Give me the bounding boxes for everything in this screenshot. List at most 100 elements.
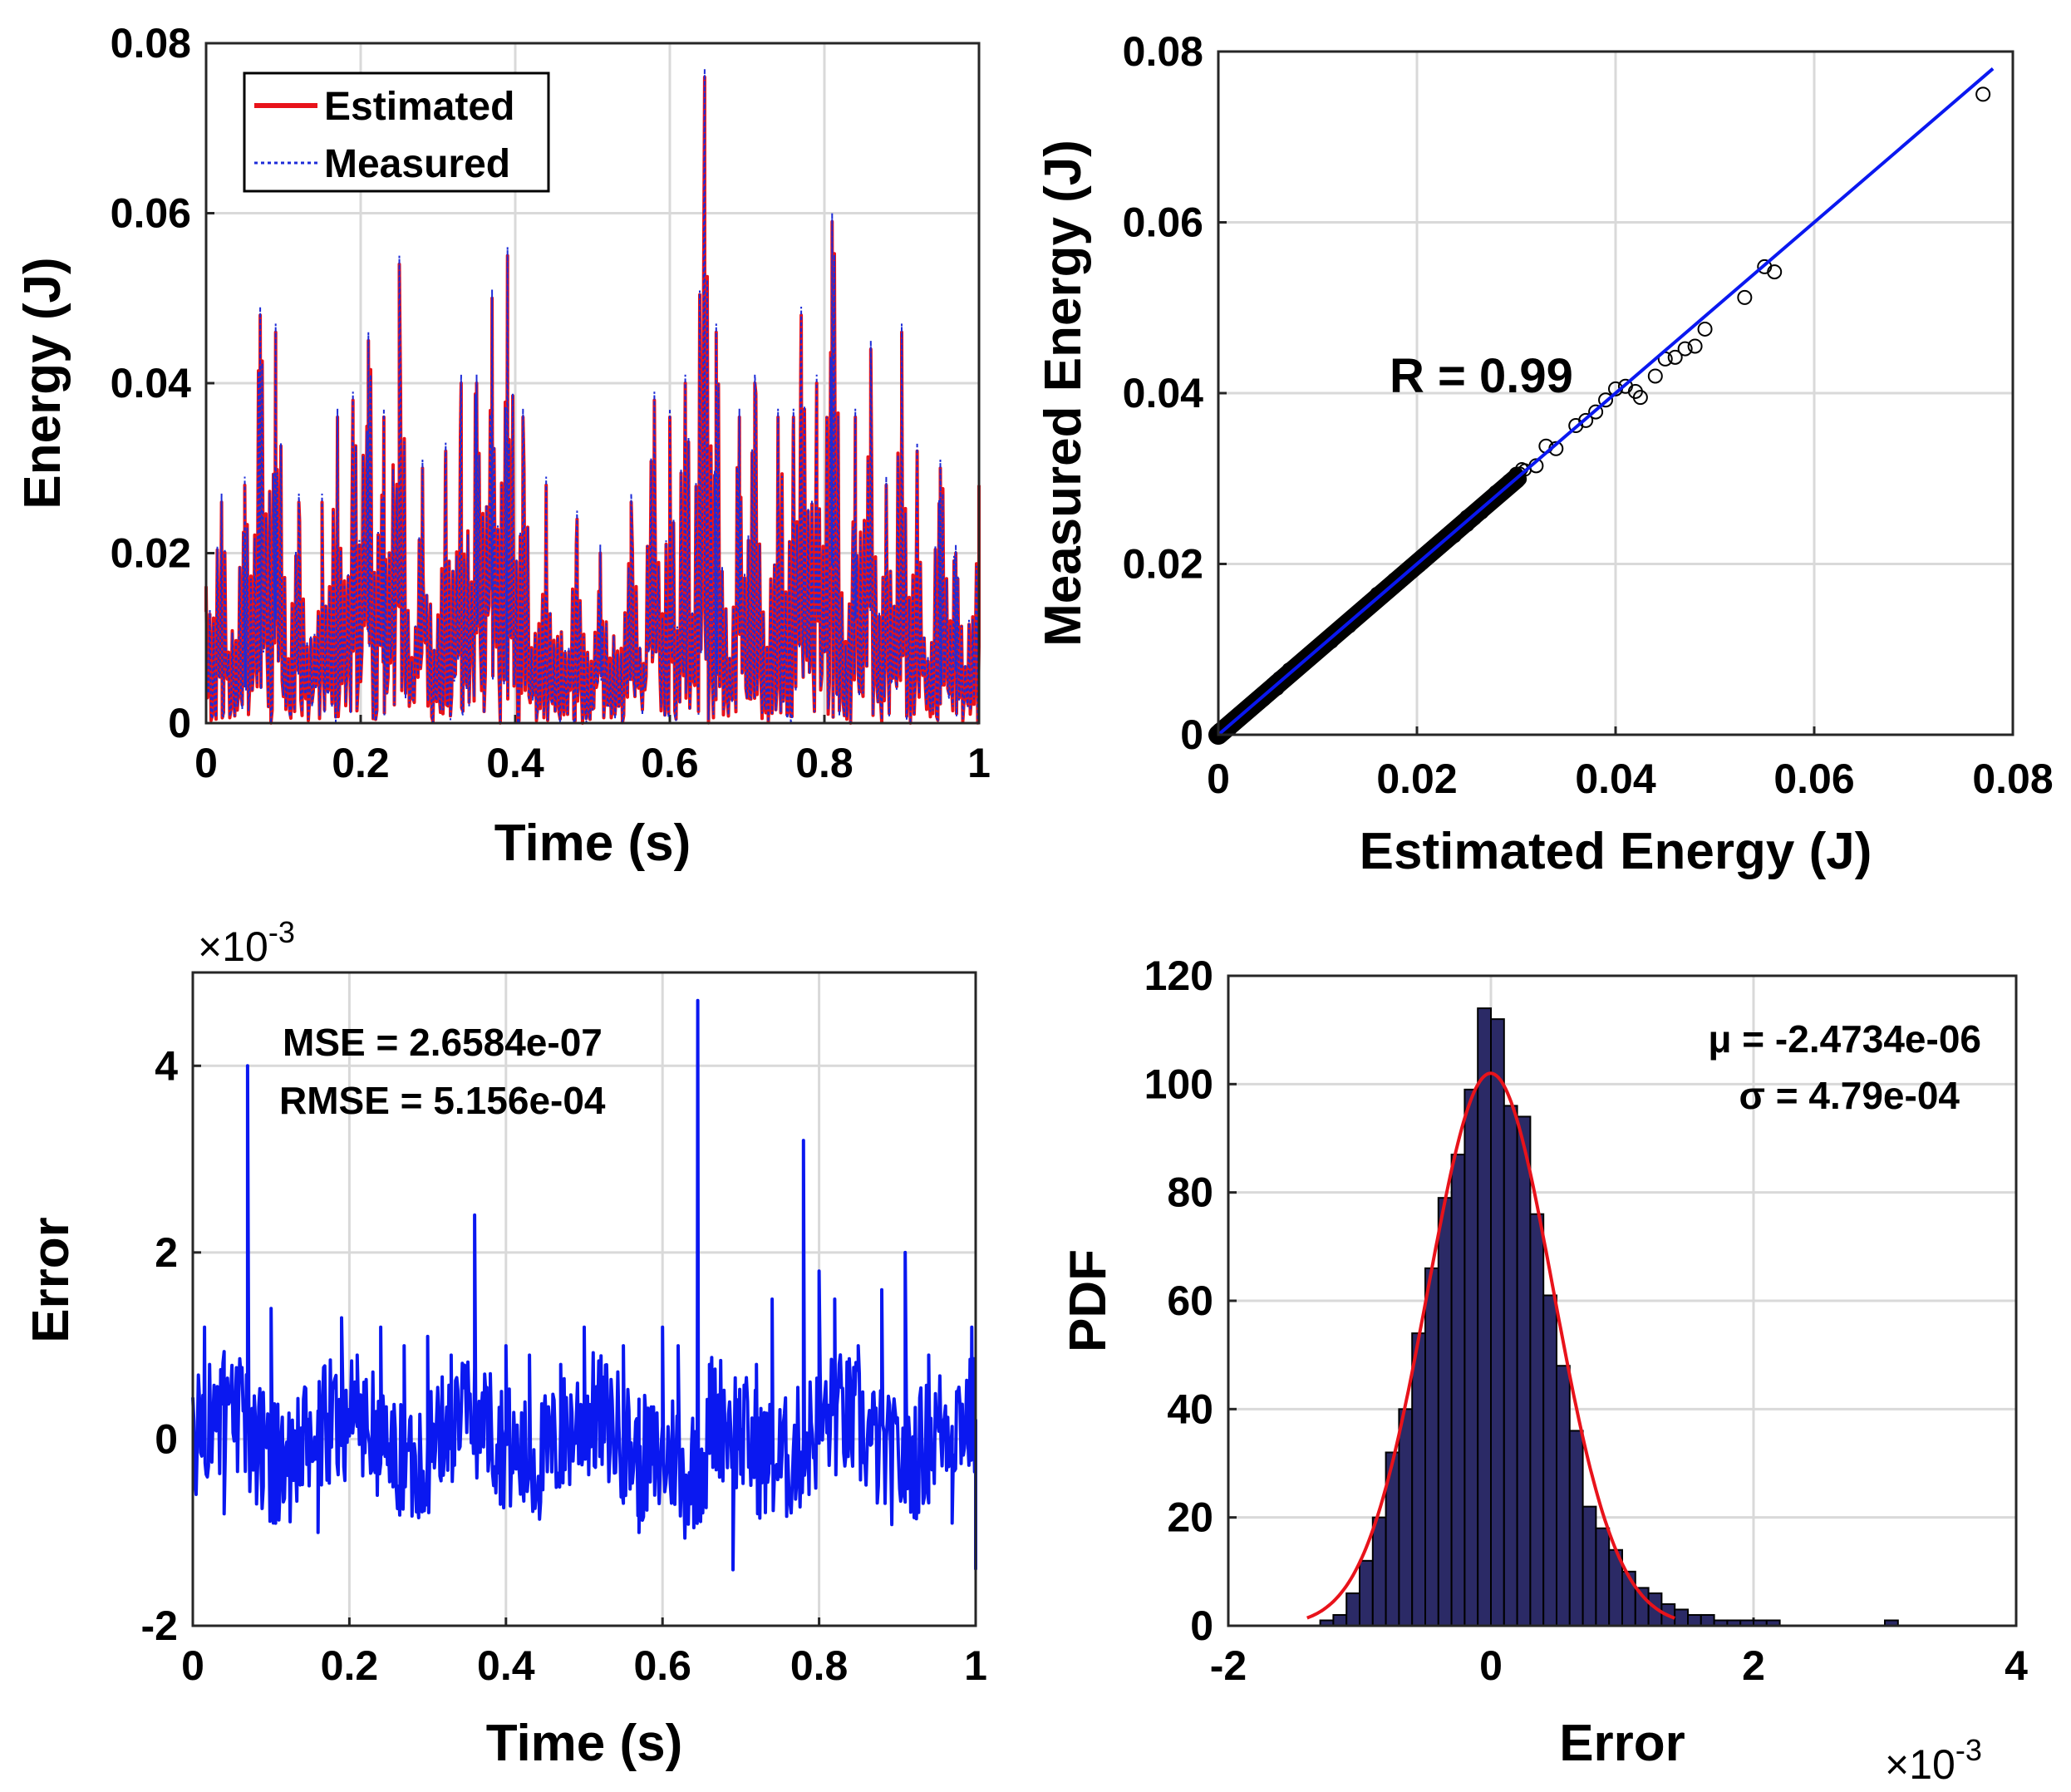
- p4-ytick-label: 20: [1167, 1494, 1213, 1541]
- p3-ytick-label: 0: [155, 1415, 178, 1462]
- p4-xtick-labels: -2 0 2 4: [1210, 1642, 2028, 1689]
- histogram-bar: [1411, 1332, 1426, 1627]
- p1-legend: Estimated Measured: [243, 71, 550, 193]
- scatter-point: [1225, 719, 1239, 733]
- p4-axes-box: [1227, 974, 2018, 1627]
- histogram-bar: [1332, 1613, 1348, 1627]
- p4-ytick-labels: 0 20 40 60 80 100 120: [1144, 953, 1213, 1649]
- scatter-point: [1366, 593, 1380, 607]
- histogram-bar: [1437, 1197, 1453, 1627]
- p1-ytick-labels: 0 0.02 0.04 0.06 0.08: [111, 20, 192, 746]
- p2-xtick-label: 0.06: [1773, 756, 1854, 802]
- p3-x-axis-label: Time (s): [486, 1715, 683, 1772]
- p4-ytick-label: 120: [1144, 953, 1213, 999]
- scatter-point: [1456, 514, 1470, 529]
- p4-x-axis-label: Error: [1559, 1715, 1685, 1772]
- p4-xtick-label: -2: [1210, 1642, 1247, 1689]
- p1-ytick-label: 0.04: [111, 360, 192, 406]
- p4-ytick-label: 60: [1167, 1278, 1213, 1324]
- scatter-point: [1677, 341, 1693, 357]
- histogram-bar: [1463, 1088, 1479, 1627]
- scatter-point: [1278, 671, 1292, 685]
- p3-plot-area: [193, 972, 976, 1626]
- p1-xtick-label: 1: [967, 740, 991, 786]
- normal-fit-curve: [1306, 1071, 1675, 1620]
- p4-ytick-label: 80: [1167, 1169, 1213, 1216]
- legend-measured-label: Measured: [324, 142, 510, 186]
- p2-fit-line: [1217, 67, 1995, 736]
- scatter-point: [1339, 616, 1353, 630]
- scatter-point: [1265, 682, 1279, 696]
- p3-y-multiplier-exponent: -3: [268, 915, 295, 949]
- p2-axes-box: [1217, 50, 2014, 736]
- p1-ytick-label: 0.08: [111, 20, 191, 66]
- scatter-point: [1326, 630, 1340, 644]
- p1-ytick-label: 0.02: [111, 530, 191, 577]
- scatter-point: [1647, 368, 1663, 384]
- p2-ytick-labels: 0 0.02 0.04 0.06 0.08: [1123, 28, 1204, 758]
- p1-xtick-label: 0: [194, 740, 218, 786]
- histogram-bar: [1687, 1613, 1702, 1627]
- p3-ytick-label: -2: [141, 1602, 178, 1649]
- histogram-bar: [1477, 1007, 1492, 1627]
- p4-xtick-label: 2: [1742, 1642, 1765, 1689]
- p4-ytick-label: 100: [1144, 1061, 1213, 1107]
- p2-ytick-label: 0.06: [1123, 199, 1203, 246]
- scatter-point: [1667, 349, 1683, 365]
- p3-xtick-label: 0.4: [477, 1642, 535, 1689]
- p3-ytick-label: 2: [155, 1229, 178, 1276]
- scatter-point: [1737, 289, 1753, 305]
- p1-axes-box: [204, 42, 981, 725]
- p3-y-multiplier-base: ×10: [198, 923, 268, 970]
- histogram-bar: [1503, 1105, 1518, 1627]
- p1-ytick-label: 0: [168, 700, 191, 746]
- r-value-annotation: R = 0.99: [1390, 349, 1573, 403]
- p2-x-axis-label: Estimated Energy (J): [1360, 823, 1872, 880]
- histogram-bar: [1359, 1559, 1374, 1627]
- scatter-point: [1697, 321, 1713, 337]
- p3-axes-box: [191, 971, 977, 1627]
- histogram-bar: [1700, 1613, 1715, 1627]
- mu-annotation: μ = -2.4734e-06: [1708, 1017, 1981, 1061]
- p1-xtick-label: 0.8: [795, 740, 853, 786]
- scatter-point: [1497, 480, 1511, 495]
- rmse-annotation: RMSE = 5.156e-04: [279, 1079, 606, 1122]
- energy-time-panel: 0 0.2 0.4 0.6 0.8 1 0 0.02 0.04 0.06 0.08 Time (s…: [14, 20, 991, 872]
- p4-x-multiplier: ×10-3: [1885, 1733, 1982, 1788]
- p2-xtick-labels: 0 0.02 0.04 0.06 0.08: [1207, 756, 2054, 802]
- legend-estimated-label: Estimated: [324, 85, 514, 129]
- mse-annotation: MSE = 2.6584e-07: [283, 1021, 603, 1064]
- scatter-point: [1975, 86, 1991, 102]
- histogram-bar: [1556, 1365, 1571, 1627]
- scatter-point: [1598, 392, 1614, 408]
- p3-ytick-label: 4: [155, 1042, 178, 1089]
- histogram-bar: [1568, 1430, 1584, 1627]
- p3-series: [191, 998, 977, 1572]
- scatter-point: [1588, 404, 1604, 420]
- histogram-bar: [1542, 1294, 1557, 1627]
- scatter-point: [1315, 638, 1329, 652]
- p2-xtick-label: 0.04: [1575, 756, 1656, 802]
- p4-normal-curve: [1306, 1071, 1675, 1620]
- histogram-bar: [1371, 1516, 1387, 1627]
- scatter-point: [1409, 560, 1423, 574]
- sigma-annotation: σ = 4.79e-04: [1739, 1074, 1960, 1117]
- scatter-panel: 0 0.02 0.04 0.06 0.08 0 0.02 0.04 0.06 0.08 Esti…: [1035, 28, 2054, 880]
- scatter-point: [1470, 507, 1484, 521]
- p2-ytick-label: 0.02: [1123, 541, 1203, 588]
- p4-ytick-label: 40: [1167, 1386, 1213, 1432]
- scatter-point: [1632, 390, 1648, 406]
- p2-ytick-label: 0: [1180, 711, 1203, 758]
- p3-xtick-label: 0.6: [633, 1642, 691, 1689]
- p4-y-axis-label: PDF: [1060, 1249, 1117, 1352]
- p1-series: [204, 68, 981, 726]
- histogram-bar: [1674, 1608, 1689, 1627]
- histogram-bar: [1621, 1570, 1636, 1627]
- p3-xtick-label: 1: [964, 1642, 987, 1689]
- scatter-point: [1578, 412, 1594, 428]
- histogram-bar: [1529, 1213, 1545, 1627]
- p2-ytick-label: 0.04: [1123, 370, 1204, 416]
- p4-xtick-label: 4: [2005, 1642, 2028, 1689]
